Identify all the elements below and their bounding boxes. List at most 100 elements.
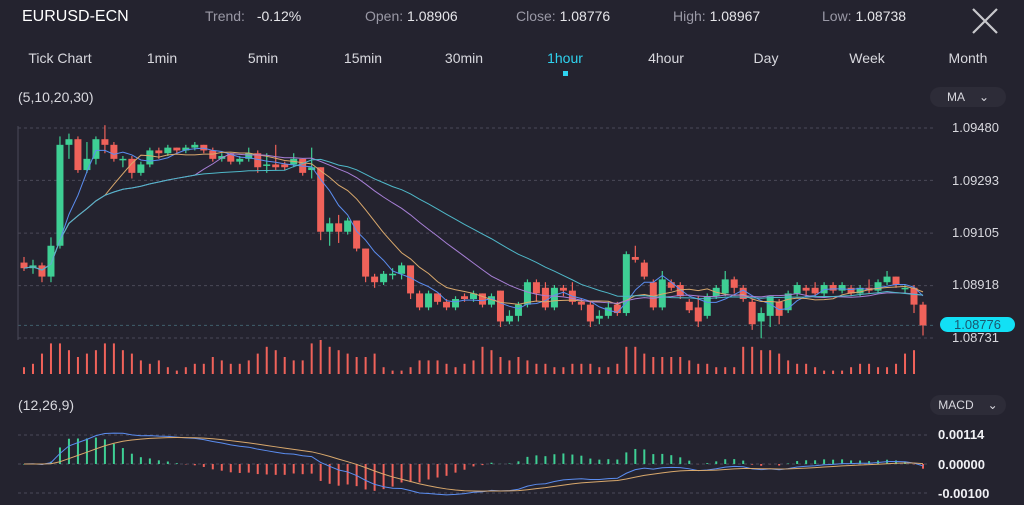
- high-value: 1.08967: [709, 8, 761, 24]
- volume-bar: [211, 357, 214, 374]
- volume-bar: [418, 360, 421, 374]
- candle-body: [658, 279, 666, 308]
- volume-bar: [715, 367, 718, 374]
- candle-body: [730, 279, 738, 288]
- candle-body: [434, 293, 442, 302]
- tab-week[interactable]: Week: [849, 50, 885, 66]
- open-label: Open:: [365, 8, 404, 24]
- candle-body: [478, 293, 486, 305]
- candle-body: [182, 147, 190, 151]
- candle-body: [838, 285, 846, 291]
- candle-body: [38, 265, 46, 277]
- low-stat: Low: 1.08738: [822, 8, 906, 30]
- tab-1hour[interactable]: 1hour: [547, 50, 583, 66]
- volume-bar: [859, 363, 862, 374]
- macd-histogram-bar: [706, 463, 709, 464]
- macd-histogram-bar: [796, 461, 799, 464]
- macd-histogram-bar: [400, 464, 403, 483]
- close-button[interactable]: [970, 6, 1000, 36]
- tab-1min[interactable]: 1min: [146, 50, 178, 66]
- macd-histogram-bar: [328, 464, 331, 484]
- candle-body: [793, 285, 801, 294]
- macd-tick: -0.00100: [938, 486, 990, 501]
- volume-bar: [247, 360, 250, 374]
- macd-histogram-bar: [346, 464, 349, 485]
- candle-body: [856, 287, 864, 294]
- macd-histogram-bar: [535, 455, 538, 464]
- macd-dropdown-value: MACD: [938, 398, 974, 412]
- volume-bar: [850, 367, 853, 374]
- volume-bar: [634, 346, 637, 374]
- macd-histogram-bar: [742, 460, 745, 464]
- volume-bar: [688, 360, 691, 374]
- tab-day[interactable]: Day: [753, 50, 779, 66]
- volume-bar: [355, 357, 358, 374]
- candle-body: [514, 304, 522, 316]
- volume-bar: [40, 353, 43, 374]
- volume-bar: [526, 360, 529, 374]
- tab-30min[interactable]: 30min: [444, 50, 484, 66]
- candle-body: [245, 153, 253, 159]
- candle-body: [487, 296, 495, 305]
- volume-bar: [220, 360, 223, 374]
- macd-histogram-bar: [463, 464, 466, 470]
- macd-histogram-bar: [148, 458, 151, 464]
- macd-histogram-bar: [409, 464, 412, 483]
- tab-4hour[interactable]: 4hour: [648, 50, 684, 66]
- volume-bar: [652, 357, 655, 374]
- macd-histogram-bar: [589, 458, 592, 464]
- candle-body: [191, 144, 199, 148]
- volume-bar: [436, 360, 439, 374]
- candle-body: [362, 248, 370, 277]
- tab-15min[interactable]: 15min: [343, 50, 383, 66]
- macd-histogram-bar: [121, 448, 124, 464]
- volume-bar: [409, 367, 412, 374]
- tab-5min[interactable]: 5min: [247, 50, 279, 66]
- volume-bar: [130, 353, 133, 374]
- candle-body: [802, 287, 810, 291]
- candle-body: [254, 153, 262, 168]
- macd-histogram-bar: [679, 457, 682, 464]
- candle-body: [389, 273, 397, 276]
- macd-histogram-bar: [715, 461, 718, 464]
- candle-body: [595, 315, 603, 319]
- volume-bar: [787, 360, 790, 374]
- volume-bar: [841, 370, 844, 374]
- volume-bar: [175, 370, 178, 374]
- volume-bar: [733, 367, 736, 374]
- candle-body: [766, 296, 774, 316]
- volume-bar: [373, 353, 376, 374]
- macd-histogram-bar: [643, 449, 646, 464]
- macd-histogram-bar: [508, 463, 511, 464]
- volume-bar: [877, 367, 880, 374]
- candle-body: [883, 276, 891, 283]
- volume-bar: [706, 363, 709, 374]
- volume-bar: [391, 370, 394, 374]
- volume-bar: [490, 350, 493, 374]
- volume-bar: [319, 340, 322, 374]
- macd-histogram-bar: [598, 459, 601, 464]
- candle-body: [83, 158, 91, 171]
- macd-histogram-bar: [580, 455, 583, 464]
- macd-dropdown[interactable]: MACD ⌄: [930, 395, 1006, 415]
- volume-bar: [544, 363, 547, 374]
- macd-params: (12,26,9): [18, 397, 75, 413]
- high-stat: High: 1.08967: [673, 8, 760, 30]
- candle-body: [919, 304, 927, 326]
- macd-histogram-bar: [868, 461, 871, 464]
- macd-histogram-bar: [670, 455, 673, 464]
- candle-body: [227, 153, 235, 162]
- candle-body: [344, 220, 352, 232]
- tab-month[interactable]: Month: [948, 50, 988, 66]
- candle-body: [353, 220, 361, 249]
- macd-histogram-bar: [553, 454, 556, 464]
- volume-bar: [85, 353, 88, 374]
- tab-tick-chart[interactable]: Tick Chart: [28, 50, 92, 66]
- candle-body: [775, 301, 783, 316]
- volume-bar: [814, 367, 817, 374]
- macd-histogram-bar: [139, 457, 142, 464]
- ma-dropdown[interactable]: MA ⌄: [930, 87, 1006, 107]
- candle-body: [92, 139, 100, 159]
- macd-histogram-bar: [157, 460, 160, 464]
